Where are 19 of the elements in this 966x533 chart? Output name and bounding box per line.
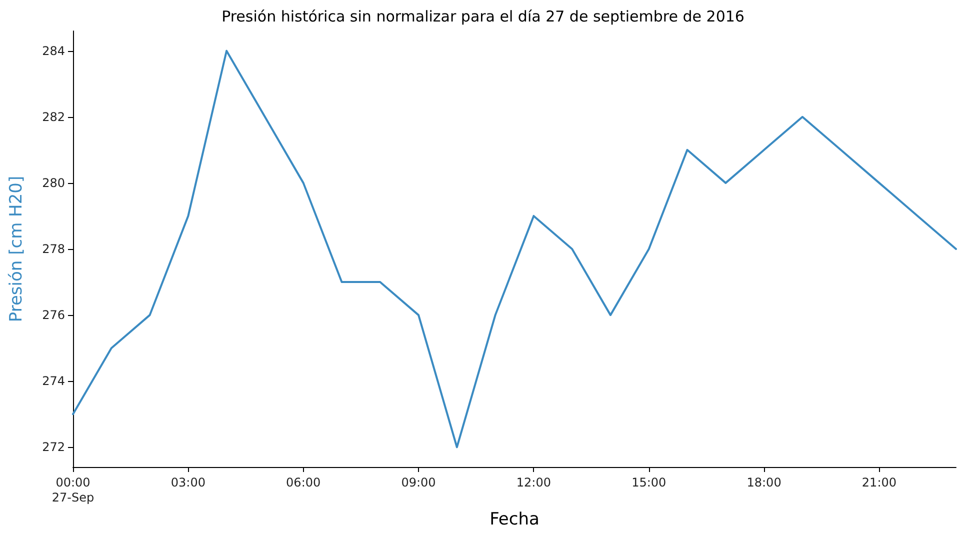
x-axis-title: Fecha (490, 510, 540, 530)
y-tick-label: 282 (42, 110, 65, 124)
y-tick-label: 284 (42, 44, 65, 58)
x-tick-label: 12:00 (516, 476, 551, 490)
line-series (72, 50, 957, 448)
x-tick-label: 03:00 (170, 476, 206, 490)
x-tick-label: 00:00 27-Sep (52, 476, 94, 504)
x-tick-label: 21:00 (862, 476, 897, 490)
x-tick-label: 06:00 (286, 476, 321, 490)
y-tick-label: 276 (42, 308, 65, 322)
y-tick-label: 272 (42, 440, 65, 454)
y-axis-title: Presión [cm H20] (6, 176, 26, 322)
x-tick-label: 18:00 (746, 476, 782, 490)
x-tick-label: 09:00 (401, 476, 436, 490)
y-tick-label: 278 (42, 242, 65, 256)
y-tick-label: 274 (42, 374, 65, 388)
y-tick-label: 280 (42, 176, 65, 190)
chart-title: Presión histórica sin normalizar para el día 27 de septiembre de 2016 (222, 8, 744, 26)
x-tick-label: 15:00 (632, 476, 666, 490)
